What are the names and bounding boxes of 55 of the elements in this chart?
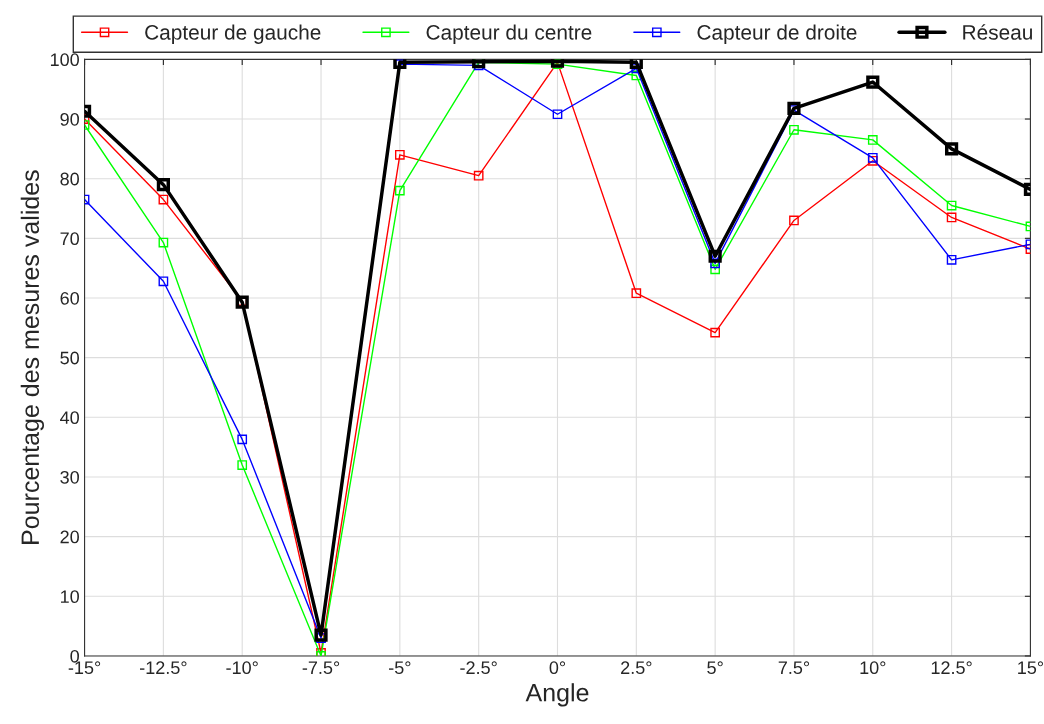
- x-tick-label: -10°: [226, 661, 258, 675]
- point: [946, 212, 957, 223]
- point: [787, 101, 801, 115]
- x-tick-label: -5°: [389, 661, 411, 675]
- y-tick-label: 100: [50, 53, 79, 67]
- y-tick-label: 0: [70, 649, 79, 663]
- point: [394, 149, 405, 160]
- y-axis-title: Pourcentage des mesures valides: [20, 170, 45, 544]
- point: [789, 124, 799, 135]
- x-tick-label: -15°: [68, 661, 101, 675]
- x-tick-label: -7.5°: [302, 661, 340, 675]
- legend-label: Capteur de gauche: [145, 24, 321, 44]
- point: [314, 628, 328, 642]
- legend-label: Capteur du centre: [426, 24, 592, 44]
- point: [158, 276, 169, 287]
- point: [237, 460, 248, 470]
- point: [946, 254, 957, 265]
- y-tick-label: 60: [60, 291, 79, 305]
- point: [710, 264, 721, 275]
- point: [552, 109, 563, 120]
- point: [946, 200, 957, 211]
- point: [708, 249, 722, 263]
- legend-label: Capteur de droite: [697, 24, 857, 44]
- point: [945, 142, 959, 156]
- point: [237, 434, 248, 445]
- y-tick-label: 70: [60, 232, 79, 246]
- x-tick-label: 10°: [860, 661, 886, 675]
- point: [158, 194, 169, 205]
- x-tick-label: 5°: [707, 661, 723, 675]
- point: [473, 170, 484, 181]
- x-tick-label: -12.5°: [140, 661, 187, 675]
- point: [866, 75, 880, 89]
- y-tick-label: 20: [60, 530, 79, 544]
- y-tick-label: 30: [60, 470, 79, 484]
- y-tick-label: 50: [60, 351, 79, 365]
- y-tick-label: 10: [61, 590, 79, 604]
- y-tick-label: 80: [60, 172, 79, 186]
- x-tick-label: 12.5°: [931, 661, 972, 675]
- x-tick-label: 0°: [549, 661, 566, 675]
- point: [394, 185, 405, 196]
- point: [158, 237, 169, 248]
- legend-label: Réseau: [963, 24, 1032, 40]
- x-axis-title: Angle: [525, 683, 589, 707]
- point: [710, 327, 721, 338]
- y-tick-label: 40: [60, 411, 79, 425]
- point: [156, 178, 170, 192]
- point: [629, 59, 643, 69]
- x-tick-label: 15°: [1018, 661, 1043, 675]
- y-tick-label: 90: [60, 112, 79, 126]
- point: [631, 288, 642, 299]
- point: [867, 135, 878, 145]
- x-tick-label: -2.5°: [460, 661, 497, 675]
- point: [789, 215, 799, 226]
- x-tick-label: 2.5°: [621, 661, 652, 675]
- x-tick-label: 7.5°: [778, 661, 810, 675]
